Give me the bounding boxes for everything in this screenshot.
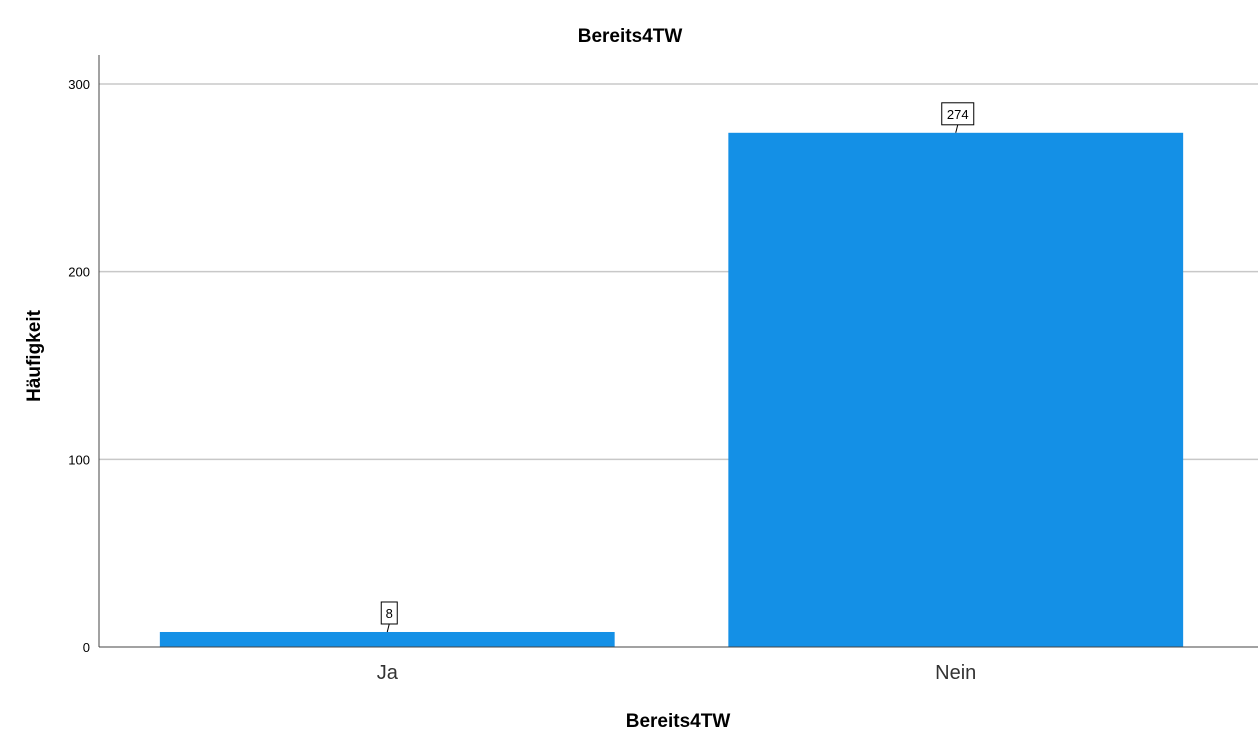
y-tick-label: 100 — [68, 452, 90, 467]
data-labels: 8 274 — [380, 102, 975, 633]
x-axis-title: Bereits4TW — [626, 711, 731, 732]
y-tick-label: 300 — [68, 77, 90, 92]
bar-nein — [728, 132, 1184, 647]
axes — [98, 55, 1258, 648]
y-tick-labels: 0 100 200 300 — [68, 77, 90, 655]
data-label: 8 — [386, 606, 393, 621]
data-label-box — [941, 102, 975, 126]
x-tick-label: Ja — [377, 662, 399, 684]
data-label-leader — [955, 124, 959, 133]
x-tick-label: Nein — [935, 662, 976, 684]
x-tick-labels: Ja Nein — [377, 662, 977, 684]
y-tick-label: 200 — [68, 265, 90, 280]
bars — [159, 132, 1184, 647]
bar-ja — [159, 631, 615, 647]
chart-title: Bereits4TW — [578, 26, 683, 47]
data-label-box — [380, 601, 398, 625]
data-label: 274 — [947, 107, 969, 122]
y-tick-label: 0 — [83, 640, 90, 655]
y-axis-title: Häufigkeit — [24, 309, 45, 402]
data-label-leader — [386, 623, 390, 633]
